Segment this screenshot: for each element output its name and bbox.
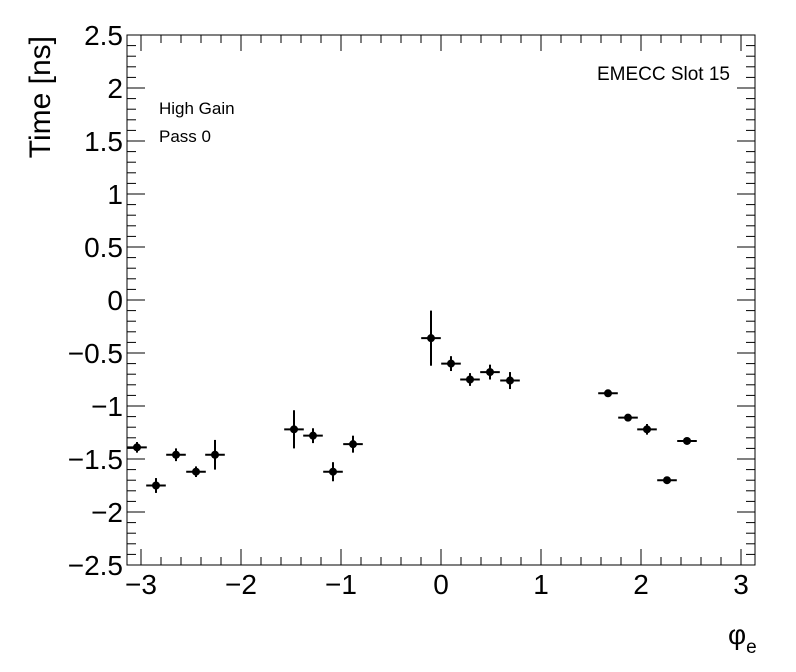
- data-point: [480, 364, 500, 380]
- data-point: [127, 442, 147, 453]
- y-tick-label: 0.5: [84, 232, 123, 263]
- x-axis-label: φe: [728, 619, 757, 658]
- data-point: [323, 462, 343, 482]
- data-point: [186, 466, 206, 478]
- point-marker: [133, 443, 141, 452]
- data-markers: [127, 310, 697, 493]
- y-tick-label: 2: [107, 73, 123, 104]
- data-point: [205, 439, 225, 470]
- data-point: [657, 476, 677, 485]
- y-tick-label: −2: [91, 497, 123, 528]
- y-tick-label: 0: [107, 285, 123, 316]
- point-marker: [683, 436, 691, 445]
- data-point: [441, 356, 461, 372]
- data-point: [618, 413, 638, 422]
- y-tick-labels: 2.5 2 1.5 1 0.5 0 −0.5 −1 −1.5 −2 −2.5: [68, 20, 123, 581]
- axis-ticks: [127, 34, 755, 566]
- data-point: [677, 436, 697, 445]
- data-point: [146, 478, 166, 493]
- point-marker: [192, 467, 200, 476]
- point-marker: [624, 413, 632, 422]
- x-axis-label-subscript: e: [746, 637, 757, 658]
- data-point: [637, 424, 657, 435]
- x-tick-label: −2: [225, 569, 257, 600]
- data-point: [598, 389, 618, 398]
- data-point: [284, 410, 304, 449]
- y-tick-label: −2.5: [68, 550, 123, 581]
- data-point: [421, 310, 441, 366]
- x-tick-label: −3: [125, 569, 157, 600]
- pass-annotation: Pass 0: [159, 127, 211, 146]
- y-tick-label: 1.5: [84, 126, 123, 157]
- point-marker: [427, 334, 435, 343]
- gain-annotation: High Gain: [159, 99, 235, 118]
- x-tick-label: 1: [533, 569, 549, 600]
- y-tick-label: −1: [91, 391, 123, 422]
- point-marker: [486, 368, 494, 377]
- data-point: [166, 448, 186, 462]
- y-tick-label: 1: [107, 179, 123, 210]
- data-point: [343, 435, 363, 453]
- point-marker: [663, 476, 671, 485]
- point-marker: [643, 425, 651, 434]
- x-tick-labels: −3 −2 −1 0 1 2 3: [125, 569, 749, 600]
- y-axis-label: Time [ns]: [24, 36, 57, 158]
- point-marker: [447, 359, 455, 368]
- data-point: [460, 373, 480, 386]
- slot-annotation: EMECC Slot 15: [597, 64, 730, 85]
- x-tick-label: 2: [633, 569, 649, 600]
- y-tick-label: −0.5: [68, 338, 123, 369]
- point-marker: [211, 450, 219, 459]
- point-marker: [309, 431, 317, 440]
- point-marker: [290, 425, 298, 434]
- point-marker: [506, 376, 514, 385]
- point-marker: [349, 440, 357, 449]
- x-tick-label: 3: [733, 569, 749, 600]
- y-tick-label: 2.5: [84, 20, 123, 51]
- point-marker: [329, 467, 337, 476]
- point-marker: [172, 450, 180, 459]
- point-marker: [466, 375, 474, 384]
- x-tick-label: −1: [325, 569, 357, 600]
- point-marker: [152, 481, 160, 490]
- data-point: [500, 372, 520, 390]
- y-tick-label: −1.5: [68, 444, 123, 475]
- x-axis-label-main: φ: [728, 619, 746, 650]
- x-tick-label: 0: [433, 569, 449, 600]
- data-point: [303, 428, 323, 444]
- point-marker: [604, 389, 612, 398]
